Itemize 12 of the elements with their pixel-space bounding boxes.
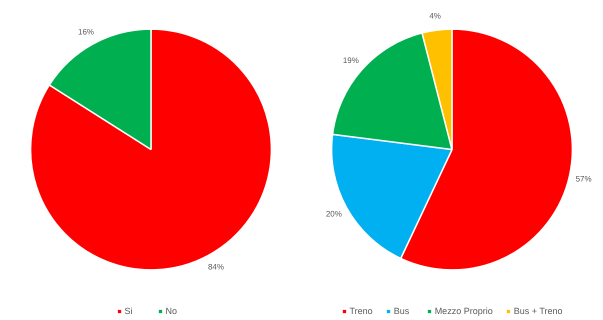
- data-label: 57%: [576, 174, 592, 184]
- legend-label: No: [166, 306, 178, 316]
- legend-label: Mezzo Proprio: [434, 306, 493, 316]
- legend-label: Treno: [350, 306, 373, 316]
- legend-label: Si: [124, 306, 134, 316]
- data-label: 84%: [208, 262, 224, 272]
- data-label: 4%: [429, 12, 441, 21]
- legend-label: Bus: [394, 306, 410, 316]
- data-label: 16%: [78, 27, 94, 36]
- legend-label: Bus + Treno: [514, 306, 562, 316]
- data-label: 20%: [326, 210, 342, 219]
- data-label: 19%: [342, 56, 359, 66]
